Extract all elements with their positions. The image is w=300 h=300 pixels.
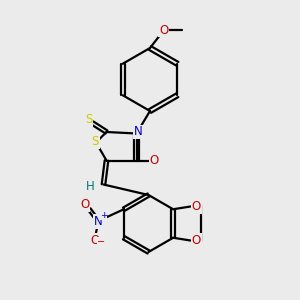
Text: O: O <box>80 198 89 211</box>
Text: O: O <box>150 154 159 167</box>
Text: N: N <box>134 125 143 139</box>
Text: −: − <box>97 237 105 247</box>
Text: S: S <box>92 135 99 148</box>
Text: N: N <box>94 215 103 228</box>
Text: O: O <box>192 234 201 247</box>
Text: O: O <box>91 234 100 247</box>
Text: O: O <box>192 200 201 213</box>
Text: O: O <box>159 23 168 37</box>
Text: H: H <box>85 179 94 193</box>
Text: S: S <box>85 113 92 127</box>
Text: +: + <box>100 211 107 220</box>
